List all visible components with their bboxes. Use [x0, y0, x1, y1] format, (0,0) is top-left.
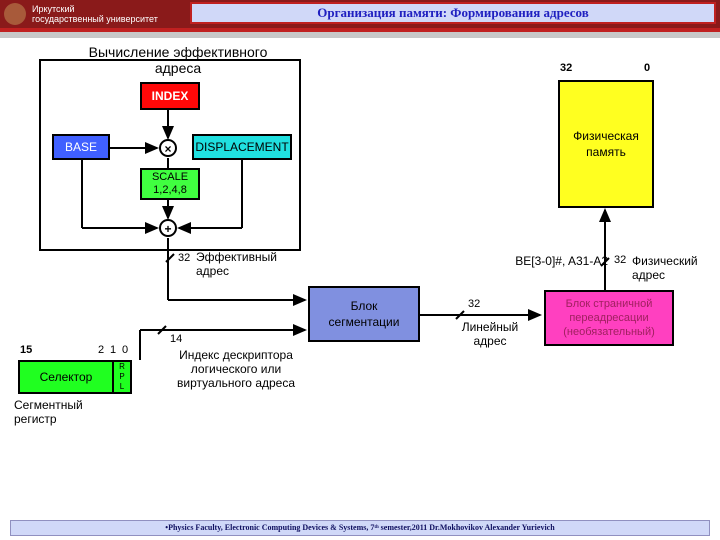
- scale-l1: SCALE: [142, 171, 198, 184]
- seg-register-label: Сегментный регистр: [14, 398, 134, 426]
- uni-line2: государственный университет: [32, 14, 158, 24]
- diagram-canvas: Вычисление эффективного адреса INDEX BAS…: [0, 40, 720, 520]
- sel-bit-0: 0: [122, 344, 128, 356]
- segmentation-block: Блок сегментации: [308, 286, 420, 342]
- physical-memory-block: Физическая память: [558, 80, 654, 208]
- mul-op: ×: [159, 139, 177, 157]
- phys-top-right: 0: [644, 62, 650, 74]
- phys-addr-bus-width: 32: [614, 254, 626, 266]
- uni-logo-icon: [4, 3, 26, 25]
- be-label: BE[3-0]#, A31-A2: [478, 254, 608, 268]
- rpl-column: R P L: [112, 362, 130, 392]
- uni-logo-area: Иркутский государственный университет: [0, 3, 180, 25]
- index-block: INDEX: [140, 82, 200, 110]
- add-op: +: [159, 219, 177, 237]
- uni-line1: Иркутский: [32, 4, 158, 14]
- phys-addr-label: Физический адрес: [632, 254, 712, 282]
- uni-name: Иркутский государственный университет: [32, 4, 158, 24]
- desc-bus-width: 14: [170, 333, 182, 345]
- ea-bus-width: 32: [178, 252, 190, 264]
- grey-stripe: [0, 32, 720, 38]
- sel-bit-15: 15: [20, 344, 32, 356]
- scale-block: SCALE 1,2,4,8: [140, 168, 200, 200]
- title-banner: Организация памяти: Формирования адресов: [190, 2, 716, 24]
- linear-bus-width: 32: [468, 298, 480, 310]
- descriptor-label: Индекс дескриптора логического или вирту…: [156, 348, 316, 390]
- base-block: BASE: [52, 134, 110, 160]
- phys-top-left: 32: [560, 62, 572, 74]
- displacement-block: DISPLACEMENT: [192, 134, 292, 160]
- ea-group-title: Вычисление эффективного адреса: [78, 44, 278, 76]
- paging-block: Блок страничной переадресации (необязате…: [544, 290, 674, 346]
- selector-block: Селектор R P L: [18, 360, 132, 394]
- footer: •Physics Faculty, Electronic Computing D…: [10, 520, 710, 536]
- linear-label: Линейный адрес: [440, 320, 540, 348]
- ea-label: Эффективный адрес: [196, 250, 316, 278]
- sel-bit-1: 1: [110, 344, 116, 356]
- sel-bit-2: 2: [98, 344, 104, 356]
- selector-label: Селектор: [20, 362, 112, 392]
- scale-l2: 1,2,4,8: [142, 184, 198, 197]
